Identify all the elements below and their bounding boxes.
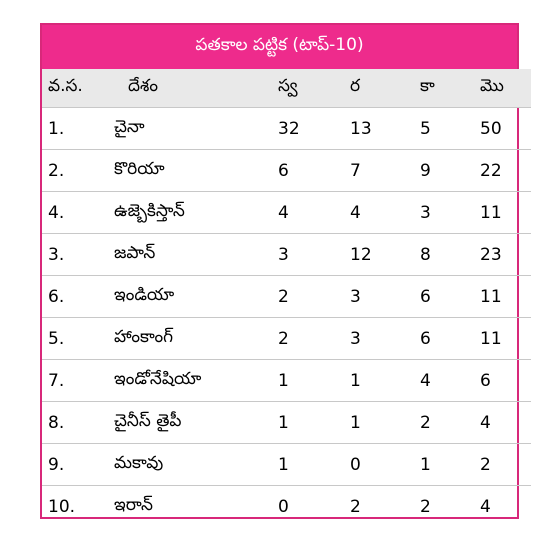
- cell-country: కొరియా: [114, 149, 278, 192]
- cell-bronze: 5: [420, 107, 480, 150]
- cell-silver: 12: [350, 233, 420, 276]
- header-bronze: కా: [420, 69, 480, 108]
- medal-table-frame: పతకాల పట్టిక (టాప్-10) వ.స. దేశం స్వ ర క…: [40, 23, 531, 519]
- cell-bronze: 1: [420, 443, 480, 486]
- cell-gold: 3: [278, 233, 350, 276]
- cell-gold: 2: [278, 317, 350, 360]
- table-row: 5. హాంకాంగ్ 2 3 6 11: [42, 317, 531, 360]
- cell-total: 4: [480, 496, 491, 517]
- cell-bronze: 2: [420, 496, 431, 517]
- cell-rank: 9.: [42, 443, 114, 486]
- medal-table: వ.స. దేశం స్వ ర కా మొ 1. చైనా 32 13 5 50 2. కొర…: [42, 69, 531, 527]
- header-silver: ర: [350, 69, 420, 108]
- table-row: 3. జపాన్ 3 12 8 23: [42, 233, 531, 276]
- cell-bronze: 6: [420, 317, 480, 360]
- cell-rank: 1.: [42, 107, 114, 150]
- cell-bronze: 6: [420, 275, 480, 318]
- cell-total: 2: [480, 443, 531, 486]
- cell-country: ఇండియా: [114, 275, 278, 318]
- cell-country: హాంకాంగ్: [114, 317, 278, 360]
- cell-total: 50: [480, 107, 531, 150]
- header-total: మొ: [480, 69, 531, 108]
- cell-country: మకావు: [114, 443, 278, 486]
- cell-bronze: 8: [420, 233, 480, 276]
- cell-rank: 2.: [42, 149, 114, 192]
- cell-total: 4: [480, 401, 531, 444]
- cell-rank: 7.: [42, 359, 114, 402]
- cell-country: ఇరాన్: [114, 494, 153, 515]
- header-rank: వ.స.: [42, 69, 114, 108]
- cell-gold: 6: [278, 149, 350, 192]
- cell-gold: 4: [278, 191, 350, 234]
- cell-bronze: 4: [420, 359, 480, 402]
- cell-silver: 13: [350, 107, 420, 150]
- header-country: దేశం: [114, 69, 278, 108]
- cell-silver: 1: [350, 401, 420, 444]
- cell-country: ఉజ్బెకిస్తాన్: [114, 191, 278, 234]
- cell-rank: 5.: [42, 317, 114, 360]
- header-row: వ.స. దేశం స్వ ర కా మొ: [42, 69, 531, 108]
- cell-country: చైనీస్ తైపీ: [114, 401, 278, 444]
- cell-country: చైనా: [114, 107, 278, 150]
- cell-rank: 10.: [48, 496, 76, 517]
- cell-silver: 3: [350, 275, 420, 318]
- cell-gold: 1: [278, 443, 350, 486]
- cell-silver: 1: [350, 359, 420, 402]
- cell-rank: 8.: [42, 401, 114, 444]
- cell-rank: 4.: [42, 191, 114, 234]
- cell-total: 6: [480, 359, 531, 402]
- header-gold: స్వ: [278, 69, 350, 108]
- cell-rank: 3.: [42, 233, 114, 276]
- cell-country: ఇండోనేషియా: [114, 359, 278, 402]
- cell-total: 22: [480, 149, 531, 192]
- cell-total: 11: [480, 317, 531, 360]
- cell-bronze: 2: [420, 401, 480, 444]
- cell-total: 23: [480, 233, 531, 276]
- cell-silver: 4: [350, 191, 420, 234]
- cell-silver: 2: [350, 496, 361, 517]
- cell-gold: 32: [278, 107, 350, 150]
- table-row: 7. ఇండోనేషియా 1 1 4 6: [42, 359, 531, 402]
- table-row: 10. ఇరాన్ 0 2 2 4: [42, 486, 531, 528]
- cell-gold: 1: [278, 401, 350, 444]
- cell-silver: 0: [350, 443, 420, 486]
- cell-gold: 0: [278, 496, 289, 517]
- cell-bronze: 9: [420, 149, 480, 192]
- cell-bronze: 3: [420, 191, 480, 234]
- cell-silver: 7: [350, 149, 420, 192]
- cell-silver: 3: [350, 317, 420, 360]
- cell-rank: 6.: [42, 275, 114, 318]
- table-title: పతకాల పట్టిక (టాప్-10): [42, 25, 517, 69]
- table-row: 6. ఇండియా 2 3 6 11: [42, 275, 531, 318]
- cell-country: జపాన్: [114, 233, 278, 276]
- cell-total: 11: [480, 191, 531, 234]
- table-row: 4. ఉజ్బెకిస్తాన్ 4 4 3 11: [42, 191, 531, 234]
- table-row: 1. చైనా 32 13 5 50: [42, 107, 531, 150]
- cell-gold: 2: [278, 275, 350, 318]
- table-row: 9. మకావు 1 0 1 2: [42, 443, 531, 486]
- table-row: 8. చైనీస్ తైపీ 1 1 2 4: [42, 401, 531, 444]
- table-row: 2. కొరియా 6 7 9 22: [42, 149, 531, 192]
- cell-total: 11: [480, 275, 531, 318]
- cell-gold: 1: [278, 359, 350, 402]
